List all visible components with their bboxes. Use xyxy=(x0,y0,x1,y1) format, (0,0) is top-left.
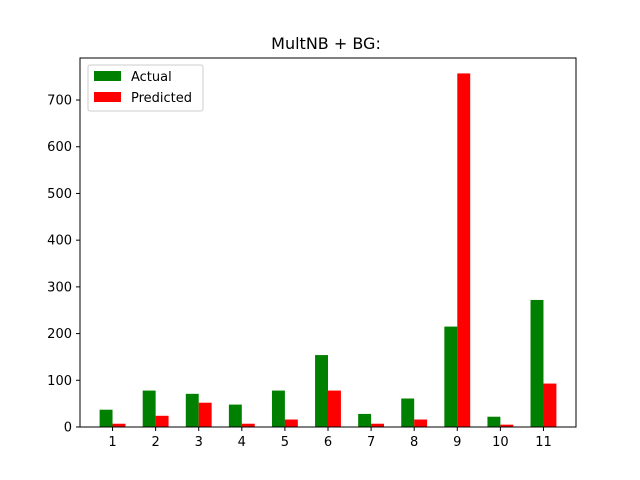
plot-frame xyxy=(79,57,577,428)
x-tick-label: 1 xyxy=(108,435,116,450)
bar-actual-2 xyxy=(142,390,156,427)
legend-label-actual: Actual xyxy=(131,70,172,85)
x-tick-label: 4 xyxy=(238,435,246,450)
legend-label-predicted: Predicted xyxy=(131,91,192,106)
legend-swatch-actual xyxy=(94,71,121,81)
y-tick-label: 200 xyxy=(47,327,72,342)
x-tick-label: 8 xyxy=(410,435,418,450)
bar-actual-5 xyxy=(271,390,285,427)
x-tick-label: 2 xyxy=(151,435,159,450)
x-tick-label: 5 xyxy=(281,435,289,450)
x-tick-label: 7 xyxy=(367,435,375,450)
bar-actual-7 xyxy=(358,413,372,427)
x-tick-label: 11 xyxy=(535,435,552,450)
bar-predicted-3 xyxy=(198,402,212,427)
bar-actual-8 xyxy=(401,398,415,427)
bar-predicted-7 xyxy=(371,423,385,427)
bar-predicted-9 xyxy=(457,73,471,427)
x-tick-label: 9 xyxy=(453,435,461,450)
bar-predicted-1 xyxy=(112,423,126,427)
y-axis: 0 100 200 300 400 500 600 700 xyxy=(47,94,80,436)
bar-actual-10 xyxy=(487,416,501,427)
legend: Actual Predicted xyxy=(87,64,204,112)
bar-actual-6 xyxy=(315,355,328,427)
y-tick-label: 300 xyxy=(47,280,72,295)
bar-predicted-8 xyxy=(414,419,428,427)
y-tick-label: 700 xyxy=(47,94,72,109)
x-axis: 1 2 3 4 5 6 7 8 9 10 11 xyxy=(108,427,552,450)
bar-actual-4 xyxy=(228,404,242,427)
y-tick-label: 400 xyxy=(47,234,72,249)
x-tick-label: 3 xyxy=(195,435,203,450)
y-tick-label: 0 xyxy=(64,421,72,436)
x-tick-label: 6 xyxy=(324,435,332,450)
bar-predicted-6 xyxy=(328,390,341,427)
bar-actual-9 xyxy=(444,326,458,427)
x-tick-label: 10 xyxy=(492,435,509,450)
y-tick-label: 500 xyxy=(47,187,72,202)
bar-actual-11 xyxy=(530,299,544,427)
bar-predicted-10 xyxy=(500,424,514,427)
legend-swatch-predicted xyxy=(94,92,121,102)
bar-predicted-11 xyxy=(543,383,557,427)
bars-group xyxy=(99,73,557,427)
bar-actual-3 xyxy=(185,393,199,427)
bar-predicted-5 xyxy=(284,419,298,427)
bar-actual-1 xyxy=(99,409,113,427)
bar-predicted-4 xyxy=(241,423,255,427)
y-tick-label: 600 xyxy=(47,140,72,155)
bar-predicted-2 xyxy=(155,415,169,427)
y-tick-label: 100 xyxy=(47,374,72,389)
chart-title: MultNB + BG: xyxy=(271,34,381,53)
